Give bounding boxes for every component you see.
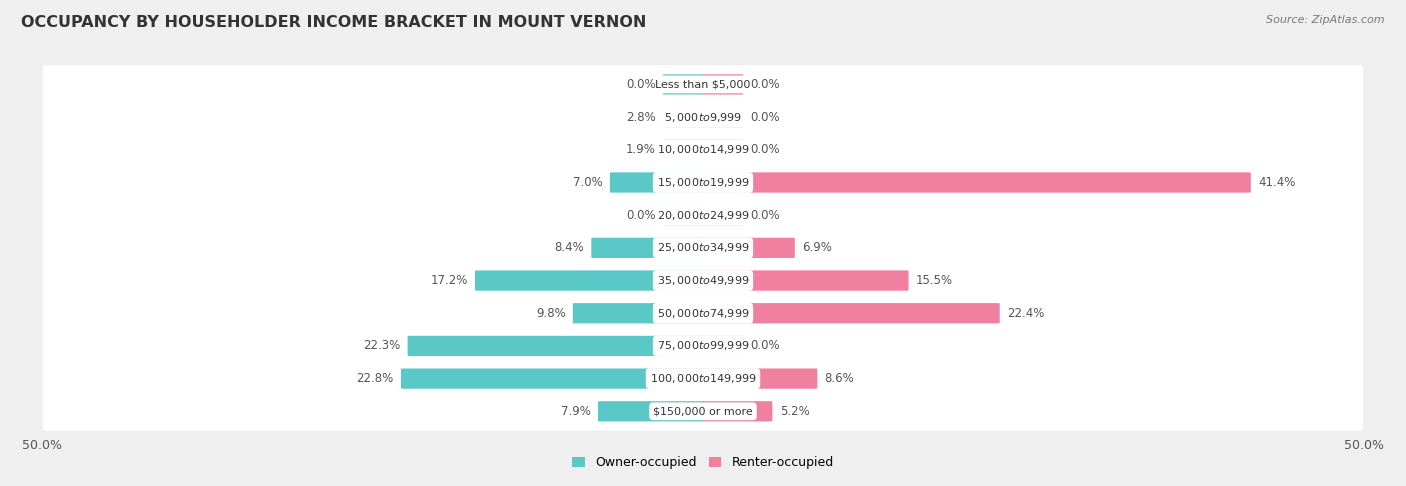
Text: 0.0%: 0.0%	[751, 339, 780, 352]
Text: 1.9%: 1.9%	[626, 143, 655, 156]
FancyBboxPatch shape	[42, 392, 1364, 431]
FancyBboxPatch shape	[475, 270, 703, 291]
FancyBboxPatch shape	[42, 163, 1364, 202]
FancyBboxPatch shape	[42, 131, 1364, 169]
FancyBboxPatch shape	[610, 173, 703, 192]
FancyBboxPatch shape	[703, 336, 744, 356]
Text: 5.2%: 5.2%	[780, 405, 810, 418]
Text: 0.0%: 0.0%	[626, 78, 655, 91]
Text: $25,000 to $34,999: $25,000 to $34,999	[657, 242, 749, 254]
FancyBboxPatch shape	[42, 359, 1364, 398]
FancyBboxPatch shape	[703, 401, 772, 421]
Text: 15.5%: 15.5%	[915, 274, 953, 287]
FancyBboxPatch shape	[703, 270, 908, 291]
Text: 22.8%: 22.8%	[357, 372, 394, 385]
Text: 9.8%: 9.8%	[536, 307, 565, 320]
FancyBboxPatch shape	[42, 261, 1364, 300]
FancyBboxPatch shape	[703, 107, 744, 127]
Text: Source: ZipAtlas.com: Source: ZipAtlas.com	[1267, 15, 1385, 25]
Text: 0.0%: 0.0%	[751, 111, 780, 123]
Text: $15,000 to $19,999: $15,000 to $19,999	[657, 176, 749, 189]
Text: $5,000 to $9,999: $5,000 to $9,999	[664, 111, 742, 123]
FancyBboxPatch shape	[42, 228, 1364, 267]
FancyBboxPatch shape	[598, 401, 703, 421]
FancyBboxPatch shape	[42, 196, 1364, 234]
FancyBboxPatch shape	[703, 303, 1000, 323]
FancyBboxPatch shape	[703, 139, 744, 160]
Text: 22.4%: 22.4%	[1007, 307, 1045, 320]
FancyBboxPatch shape	[703, 205, 744, 226]
FancyBboxPatch shape	[401, 368, 703, 389]
Text: 7.0%: 7.0%	[572, 176, 603, 189]
Text: 8.4%: 8.4%	[554, 242, 583, 254]
FancyBboxPatch shape	[662, 139, 703, 160]
Text: 17.2%: 17.2%	[430, 274, 468, 287]
Text: 22.3%: 22.3%	[363, 339, 401, 352]
Text: 0.0%: 0.0%	[751, 143, 780, 156]
FancyBboxPatch shape	[662, 107, 703, 127]
FancyBboxPatch shape	[42, 98, 1364, 137]
FancyBboxPatch shape	[408, 336, 703, 356]
FancyBboxPatch shape	[42, 65, 1364, 104]
Text: $75,000 to $99,999: $75,000 to $99,999	[657, 339, 749, 352]
FancyBboxPatch shape	[592, 238, 703, 258]
FancyBboxPatch shape	[662, 205, 703, 226]
Text: $50,000 to $74,999: $50,000 to $74,999	[657, 307, 749, 320]
Text: $20,000 to $24,999: $20,000 to $24,999	[657, 208, 749, 222]
Text: 41.4%: 41.4%	[1258, 176, 1295, 189]
Text: $100,000 to $149,999: $100,000 to $149,999	[650, 372, 756, 385]
FancyBboxPatch shape	[703, 238, 794, 258]
FancyBboxPatch shape	[703, 368, 817, 389]
Text: 2.8%: 2.8%	[626, 111, 655, 123]
FancyBboxPatch shape	[703, 74, 744, 95]
FancyBboxPatch shape	[662, 74, 703, 95]
Text: $10,000 to $14,999: $10,000 to $14,999	[657, 143, 749, 156]
FancyBboxPatch shape	[42, 294, 1364, 332]
Text: 0.0%: 0.0%	[751, 208, 780, 222]
FancyBboxPatch shape	[572, 303, 703, 323]
Text: 0.0%: 0.0%	[751, 78, 780, 91]
FancyBboxPatch shape	[703, 173, 1251, 192]
Text: $35,000 to $49,999: $35,000 to $49,999	[657, 274, 749, 287]
Text: $150,000 or more: $150,000 or more	[654, 406, 752, 417]
Text: 7.9%: 7.9%	[561, 405, 591, 418]
Text: 8.6%: 8.6%	[824, 372, 855, 385]
Text: 0.0%: 0.0%	[626, 208, 655, 222]
Text: OCCUPANCY BY HOUSEHOLDER INCOME BRACKET IN MOUNT VERNON: OCCUPANCY BY HOUSEHOLDER INCOME BRACKET …	[21, 15, 647, 30]
Text: Less than $5,000: Less than $5,000	[655, 79, 751, 89]
FancyBboxPatch shape	[42, 327, 1364, 365]
Text: 6.9%: 6.9%	[801, 242, 832, 254]
Legend: Owner-occupied, Renter-occupied: Owner-occupied, Renter-occupied	[568, 451, 838, 474]
